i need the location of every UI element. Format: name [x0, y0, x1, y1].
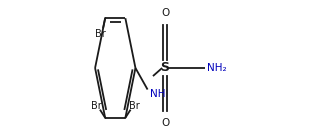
Text: O: O — [161, 118, 169, 128]
Text: NH: NH — [150, 89, 165, 99]
Text: Br: Br — [91, 101, 102, 111]
Text: O: O — [161, 8, 169, 18]
Text: NH₂: NH₂ — [208, 63, 227, 73]
Text: Br: Br — [95, 29, 106, 39]
Text: Br: Br — [129, 101, 139, 111]
Text: S: S — [160, 61, 170, 75]
